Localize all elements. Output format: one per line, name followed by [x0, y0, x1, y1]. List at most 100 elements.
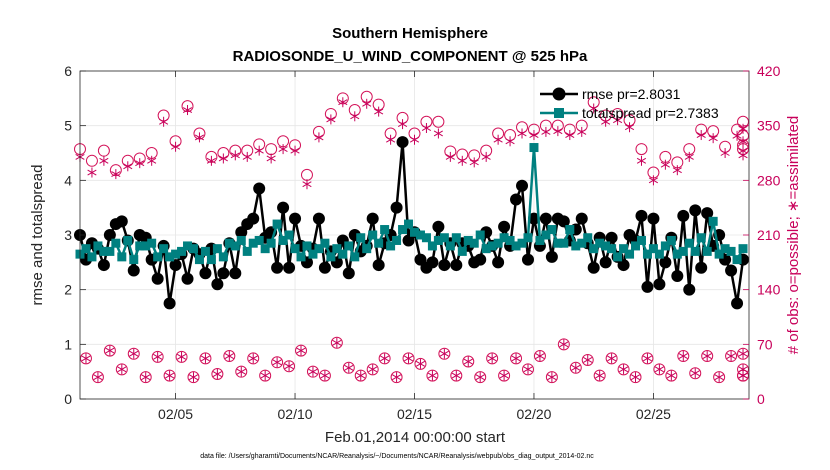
rmse-point: [438, 259, 451, 272]
rmse-point: [605, 231, 618, 244]
rmse-point: [659, 256, 672, 269]
totalspread-point: [541, 230, 551, 240]
totalspread-point: [296, 252, 306, 262]
assimilated-obs-point: [445, 151, 455, 162]
x-tick-label: 02/15: [397, 406, 432, 422]
assimilated-obs-point: [427, 370, 437, 381]
totalspread-point: [99, 246, 109, 256]
chart-subtitle: RADIOSONDE_U_WIND_COMPONENT @ 525 hPa: [233, 48, 588, 65]
assimilated-obs-point: [296, 345, 306, 356]
possible-obs-point: [187, 371, 200, 384]
x-axis-label: Feb.01,2014 00:00:00 start: [325, 429, 506, 446]
rmse-point: [366, 212, 379, 225]
possible-obs-point: [163, 369, 176, 382]
totalspread-point: [469, 238, 479, 248]
assimilated-obs-point: [517, 128, 527, 139]
totalspread-point: [212, 244, 222, 254]
assimilated-obs-point: [642, 353, 653, 364]
totalspread-point: [123, 235, 133, 245]
rmse-point: [103, 229, 116, 241]
rmse-point: [312, 212, 325, 225]
assimilated-obs-point: [338, 97, 348, 108]
rmse-point: [653, 278, 666, 291]
assimilated-obs-point: [117, 364, 127, 375]
rmse-point: [432, 220, 445, 233]
legend-spread-marker: [554, 108, 564, 118]
possible-obs-point: [283, 360, 296, 373]
rmse-point: [557, 215, 570, 228]
totalspread-point: [230, 241, 240, 251]
totalspread-point: [272, 219, 282, 229]
assimilated-obs-point: [714, 372, 724, 383]
assimilated-obs-point: [392, 372, 402, 383]
assimilated-obs-point: [601, 116, 611, 127]
assimilated-obs-point: [499, 370, 509, 381]
possible-obs-point: [701, 350, 714, 363]
totalspread-point: [601, 241, 611, 251]
totalspread-point: [678, 246, 688, 256]
totalspread-point: [392, 235, 402, 245]
assimilated-obs-point: [636, 155, 647, 166]
assimilated-obs-point: [403, 353, 414, 364]
totalspread-point: [499, 233, 509, 243]
x-tick-label: 02/25: [636, 406, 671, 422]
totalspread-point: [439, 233, 449, 243]
assimilated-obs-point: [439, 348, 449, 359]
totalspread-point: [308, 249, 318, 259]
totalspread-point: [421, 233, 431, 243]
totalspread-point: [242, 246, 252, 256]
totalspread-point: [284, 230, 294, 240]
rmse-point: [396, 136, 409, 149]
totalspread-point: [111, 238, 121, 248]
assimilated-obs-point: [690, 368, 700, 379]
rmse-point: [247, 212, 260, 225]
totalspread-point: [445, 241, 455, 251]
assimilated-obs-point: [326, 114, 336, 125]
totalspread-point: [320, 238, 330, 248]
assimilated-obs-point: [666, 370, 676, 381]
rmse-point: [647, 212, 660, 225]
assimilated-obs-point: [93, 372, 103, 383]
assimilated-obs-point: [463, 356, 473, 367]
assimilated-obs-point: [332, 337, 342, 348]
assimilated-obs-point: [290, 145, 300, 156]
assimilated-obs-point: [242, 151, 252, 162]
totalspread-point: [218, 252, 228, 262]
assimilated-obs-point: [654, 364, 664, 375]
assimilated-obs-point: [129, 348, 139, 359]
rmse-point: [689, 204, 702, 217]
totalspread-point: [200, 246, 210, 256]
totalspread-point: [565, 225, 575, 235]
x-tick-label: 02/10: [278, 406, 313, 422]
totalspread-point: [427, 241, 437, 251]
rmse-point: [372, 259, 385, 272]
y-axis-label: rmse and totalspread: [29, 165, 46, 306]
assimilated-obs-point: [624, 122, 635, 133]
assimilated-obs-point: [565, 130, 575, 141]
rmse-point: [516, 179, 529, 192]
assimilated-obs-point: [738, 145, 748, 156]
totalspread-point: [738, 244, 748, 254]
totalspread-point: [332, 244, 342, 254]
totalspread-point: [254, 235, 264, 245]
totalspread-point: [577, 238, 587, 248]
possible-obs-point: [91, 371, 104, 384]
assimilated-obs-point: [236, 366, 246, 377]
assimilated-obs-point: [475, 372, 485, 383]
rmse-point: [450, 259, 463, 272]
assimilated-obs-point: [188, 372, 199, 383]
legend-spread-label: totalspread pr=2.7383: [582, 105, 719, 121]
totalspread-point: [535, 235, 545, 245]
assimilated-obs-point: [726, 351, 736, 362]
totalspread-point: [398, 225, 408, 235]
totalspread-point: [350, 252, 360, 262]
rmse-point: [211, 278, 224, 291]
totalspread-point: [672, 249, 682, 259]
assimilated-obs-point: [368, 364, 378, 375]
totalspread-point: [433, 235, 443, 245]
assimilated-obs-point: [111, 169, 121, 180]
possible-obs-point: [725, 350, 738, 363]
possible-obs-point: [426, 369, 439, 382]
totalspread-point: [493, 238, 503, 248]
totalspread-point: [690, 246, 700, 256]
